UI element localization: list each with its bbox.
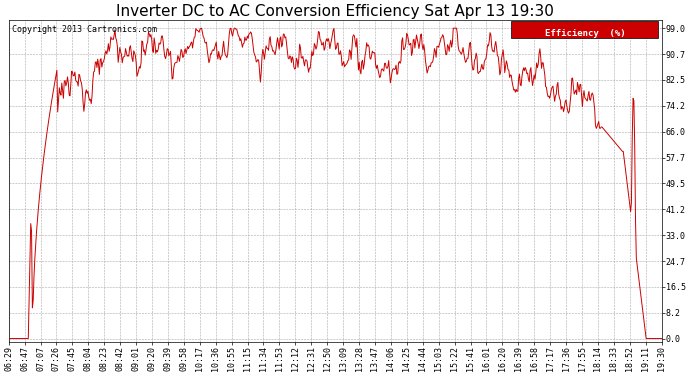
Bar: [511, 21, 658, 38]
Text: Copyright 2013 Cartronics.com: Copyright 2013 Cartronics.com: [12, 25, 157, 34]
Text: Efficiency  (%): Efficiency (%): [545, 29, 626, 38]
Title: Inverter DC to AC Conversion Efficiency Sat Apr 13 19:30: Inverter DC to AC Conversion Efficiency …: [116, 4, 554, 19]
